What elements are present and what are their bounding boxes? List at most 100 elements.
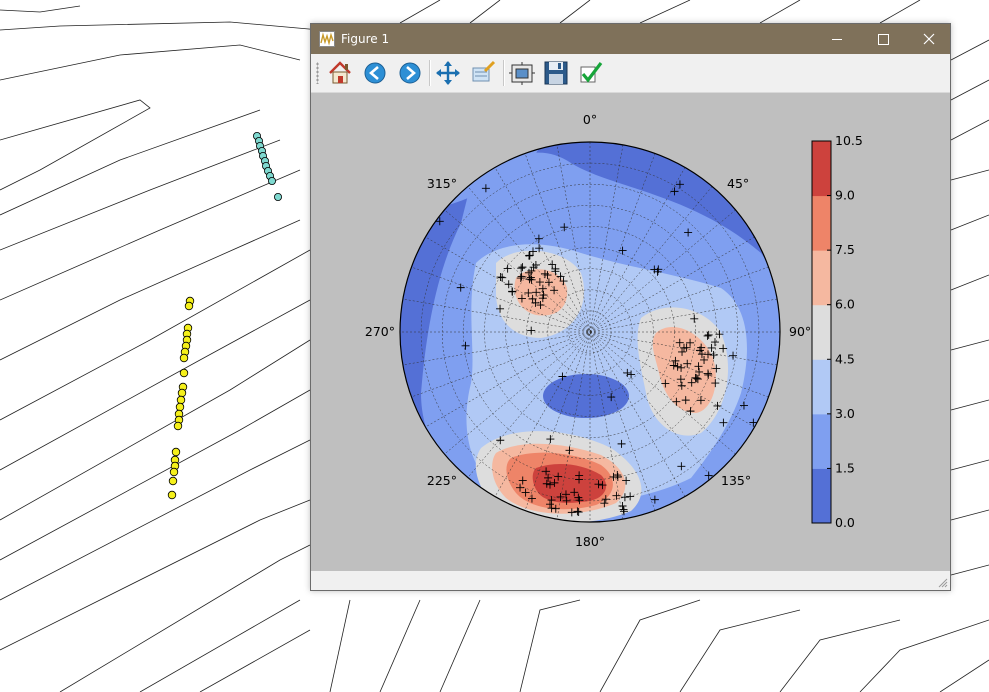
forward-button[interactable] [396,59,424,87]
pole-cross [703,331,712,340]
pole-cross [535,278,544,287]
pole-cross [528,247,537,256]
save-button[interactable] [542,59,570,87]
subplots-button[interactable] [508,59,536,87]
pole-cross [704,330,713,339]
pole-cross [619,505,628,514]
pole-cross [538,284,547,293]
pole-cross [613,471,622,480]
pole-cross [539,291,548,300]
app-icon [319,31,335,47]
figure-window[interactable]: Figure 1 [310,23,951,591]
pole-cross [562,496,571,505]
back-arrow-icon [364,62,386,84]
pole-cross [704,471,713,480]
pole-cross [521,488,530,497]
azimuth-label-0: 0° [583,112,597,127]
pole-cross [696,396,705,405]
pole-cross [496,436,505,445]
pole-cross [715,330,724,339]
grid-circle [526,268,654,396]
pole-cross [686,407,695,416]
pole-cross [729,351,738,360]
pole-cross [527,275,536,284]
pole-cross [607,393,616,402]
pole-cross [517,272,526,281]
pole-cross [550,286,559,295]
pole-cross [496,273,505,282]
pole-cross [617,439,626,448]
figure-canvas[interactable]: 0° 45° 90° 135° 180° 225° 270° 315° 0.0 1… [311,93,950,571]
maximize-icon [878,34,889,45]
azimuth-label-270: 270° [365,324,395,339]
back-button[interactable] [361,59,389,87]
pole-cross [619,507,628,516]
minimize-button[interactable] [814,24,860,54]
pole-cross [544,278,553,287]
drillhole-collars-yellow [167,296,195,500]
pole-cross [618,501,627,510]
pole-cross [650,495,659,504]
colorbar-swatch [812,304,831,360]
pole-cross [622,476,631,485]
pole-cross [561,490,570,499]
pole-cross [677,462,686,471]
pole-cross [542,479,551,488]
zoom-rect-icon [472,60,496,82]
pole-cross [529,263,538,272]
pole-cross [461,341,470,350]
pole-cross [559,277,568,286]
pole-cross [713,401,722,410]
pole-cross [503,264,512,273]
colorbar-tick-label: 9.0 [835,188,855,203]
pole-cross [690,314,699,323]
pole-cross [710,338,719,347]
pole-cross [547,496,556,505]
edit-parameters-button[interactable] [577,59,605,87]
pole-cross [683,359,692,368]
title-bar[interactable]: Figure 1 [311,24,950,54]
pole-cross [681,396,690,405]
pole-cross [675,180,684,189]
pole-cross [517,294,526,303]
colorbar-tick-label: 0.0 [835,515,855,530]
pole-cross [673,362,682,371]
stereonet-plot[interactable]: 0° 45° 90° 135° 180° 225° 270° 315° 0.0 1… [311,93,950,571]
azimuth-label-225: 225° [427,473,457,488]
pole-cross [677,381,686,390]
colorbar-swatch [812,141,831,197]
pole-cross [686,338,695,347]
pole-cross [703,369,712,378]
pole-cross [719,344,728,353]
pole-cross [623,368,632,377]
pole-cross [567,508,576,517]
resize-grip-icon[interactable] [938,578,948,588]
pole-cross [695,367,704,376]
pole-cross [544,473,553,482]
pole-cross [600,499,609,508]
pole-cross [700,355,709,364]
pole-cross [545,500,554,509]
zoom-button[interactable] [469,59,497,87]
pole-cross [531,298,540,307]
pan-button[interactable] [434,59,462,87]
pole-cross [618,246,627,255]
pole-cross [749,418,758,427]
maximize-button[interactable] [860,24,906,54]
toolbar-grip[interactable] [316,62,319,84]
pole-cross [612,491,621,500]
pole-cross [528,294,537,303]
pole-cross [456,283,465,292]
colorbar-swatch [812,250,831,306]
close-button[interactable] [906,24,952,54]
home-icon [329,61,351,84]
colorbar-tick-label: 4.5 [835,351,855,366]
pole-cross [669,361,678,370]
pole-cross [703,350,712,359]
pole-cross [518,476,527,485]
minimize-icon [832,39,842,40]
home-button[interactable] [326,59,354,87]
pole-cross [691,373,700,382]
pole-cross [535,244,544,253]
azimuth-label-315: 315° [427,176,457,191]
